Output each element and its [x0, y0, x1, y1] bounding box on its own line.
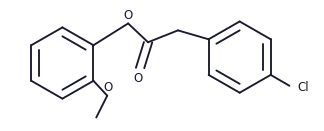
- Text: O: O: [123, 9, 133, 22]
- Text: Cl: Cl: [297, 81, 309, 94]
- Text: O: O: [133, 72, 143, 85]
- Text: O: O: [104, 81, 113, 94]
